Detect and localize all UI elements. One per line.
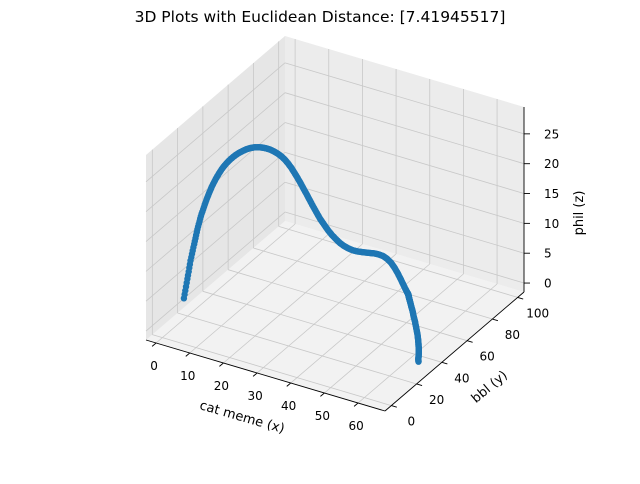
- z-tick-label: 10: [544, 217, 559, 231]
- y-tick: [467, 340, 473, 343]
- grid-line: [284, 92, 525, 165]
- grid-line: [223, 243, 363, 364]
- x-tick-label: 30: [247, 389, 262, 403]
- z-tick-label: 0: [544, 277, 552, 291]
- x-tick: [185, 352, 191, 357]
- y-tick: [416, 383, 423, 386]
- y-axis-line: [384, 291, 525, 412]
- x-tick-label: 60: [348, 419, 363, 433]
- grid-line: [145, 92, 286, 212]
- y-tick-label: 20: [429, 393, 444, 407]
- grid-line: [155, 223, 296, 344]
- y-tick-label: 80: [505, 328, 520, 342]
- grid-lines: [145, 39, 525, 406]
- y-tick: [391, 405, 397, 408]
- x-axis-line: [145, 339, 386, 412]
- y-tick-label: 0: [407, 415, 415, 429]
- y-tick: [441, 361, 448, 365]
- axis-lines: [145, 107, 525, 412]
- y-tick-label: 100: [526, 306, 549, 320]
- grid-line: [324, 273, 464, 394]
- grid-line: [256, 253, 397, 374]
- grid-line: [284, 122, 525, 194]
- chart-title: 3D Plots with Euclidean Distance: [7.419…: [135, 8, 506, 26]
- z-tick-label: 25: [544, 127, 559, 141]
- x-tick: [151, 342, 157, 347]
- x-tick-label: 20: [214, 379, 229, 393]
- x-tick-label: 0: [150, 359, 158, 373]
- y-tick-label: 40: [454, 371, 469, 385]
- data-points: [180, 144, 422, 365]
- y-axis-label: bbl (y): [469, 368, 511, 407]
- floor-pane: [146, 221, 524, 411]
- axis-panes: [146, 36, 524, 411]
- y-tick-label: 60: [479, 350, 494, 364]
- grid-line: [177, 312, 417, 385]
- y-tick: [492, 318, 499, 322]
- x-tick-label: 40: [281, 399, 296, 413]
- x-tick-label: 10: [180, 369, 195, 383]
- grid-line: [284, 62, 525, 135]
- data-point: [415, 358, 422, 365]
- z-tick-label: 15: [544, 187, 559, 201]
- grid-line: [357, 283, 498, 404]
- x-axis-label: cat meme (x): [198, 398, 286, 437]
- grid-line: [278, 226, 518, 298]
- grid-line: [253, 247, 493, 320]
- x-tick-label: 50: [315, 409, 330, 423]
- grid-line: [145, 211, 286, 332]
- tick-labels: 0 10 20 30 40 50 60 0 20 40 60 80 100 0 5 10 15 20 25: [150, 127, 559, 433]
- grid-line: [145, 181, 286, 302]
- z-tick-label: 5: [544, 247, 552, 261]
- z-axis-label: phil (z): [572, 191, 587, 236]
- grid-line: [189, 233, 330, 354]
- x-tick: [219, 362, 224, 367]
- grid-line: [145, 152, 286, 272]
- y-tick: [517, 296, 524, 300]
- x-tick: [353, 402, 359, 407]
- grid-line: [284, 151, 525, 224]
- grid-line: [152, 334, 392, 406]
- grid-line: [284, 181, 525, 254]
- grid-line: [145, 62, 286, 183]
- z-tick-label: 20: [544, 157, 559, 171]
- tick-marks: [151, 133, 530, 408]
- grid-line: [228, 269, 468, 342]
- grid-line: [202, 290, 442, 363]
- x-tick: [252, 372, 258, 377]
- x-tick: [286, 382, 292, 387]
- left-wall-pane: [146, 36, 285, 340]
- x-tick: [320, 392, 325, 397]
- grid-line: [290, 263, 431, 384]
- back-wall-pane: [285, 36, 524, 292]
